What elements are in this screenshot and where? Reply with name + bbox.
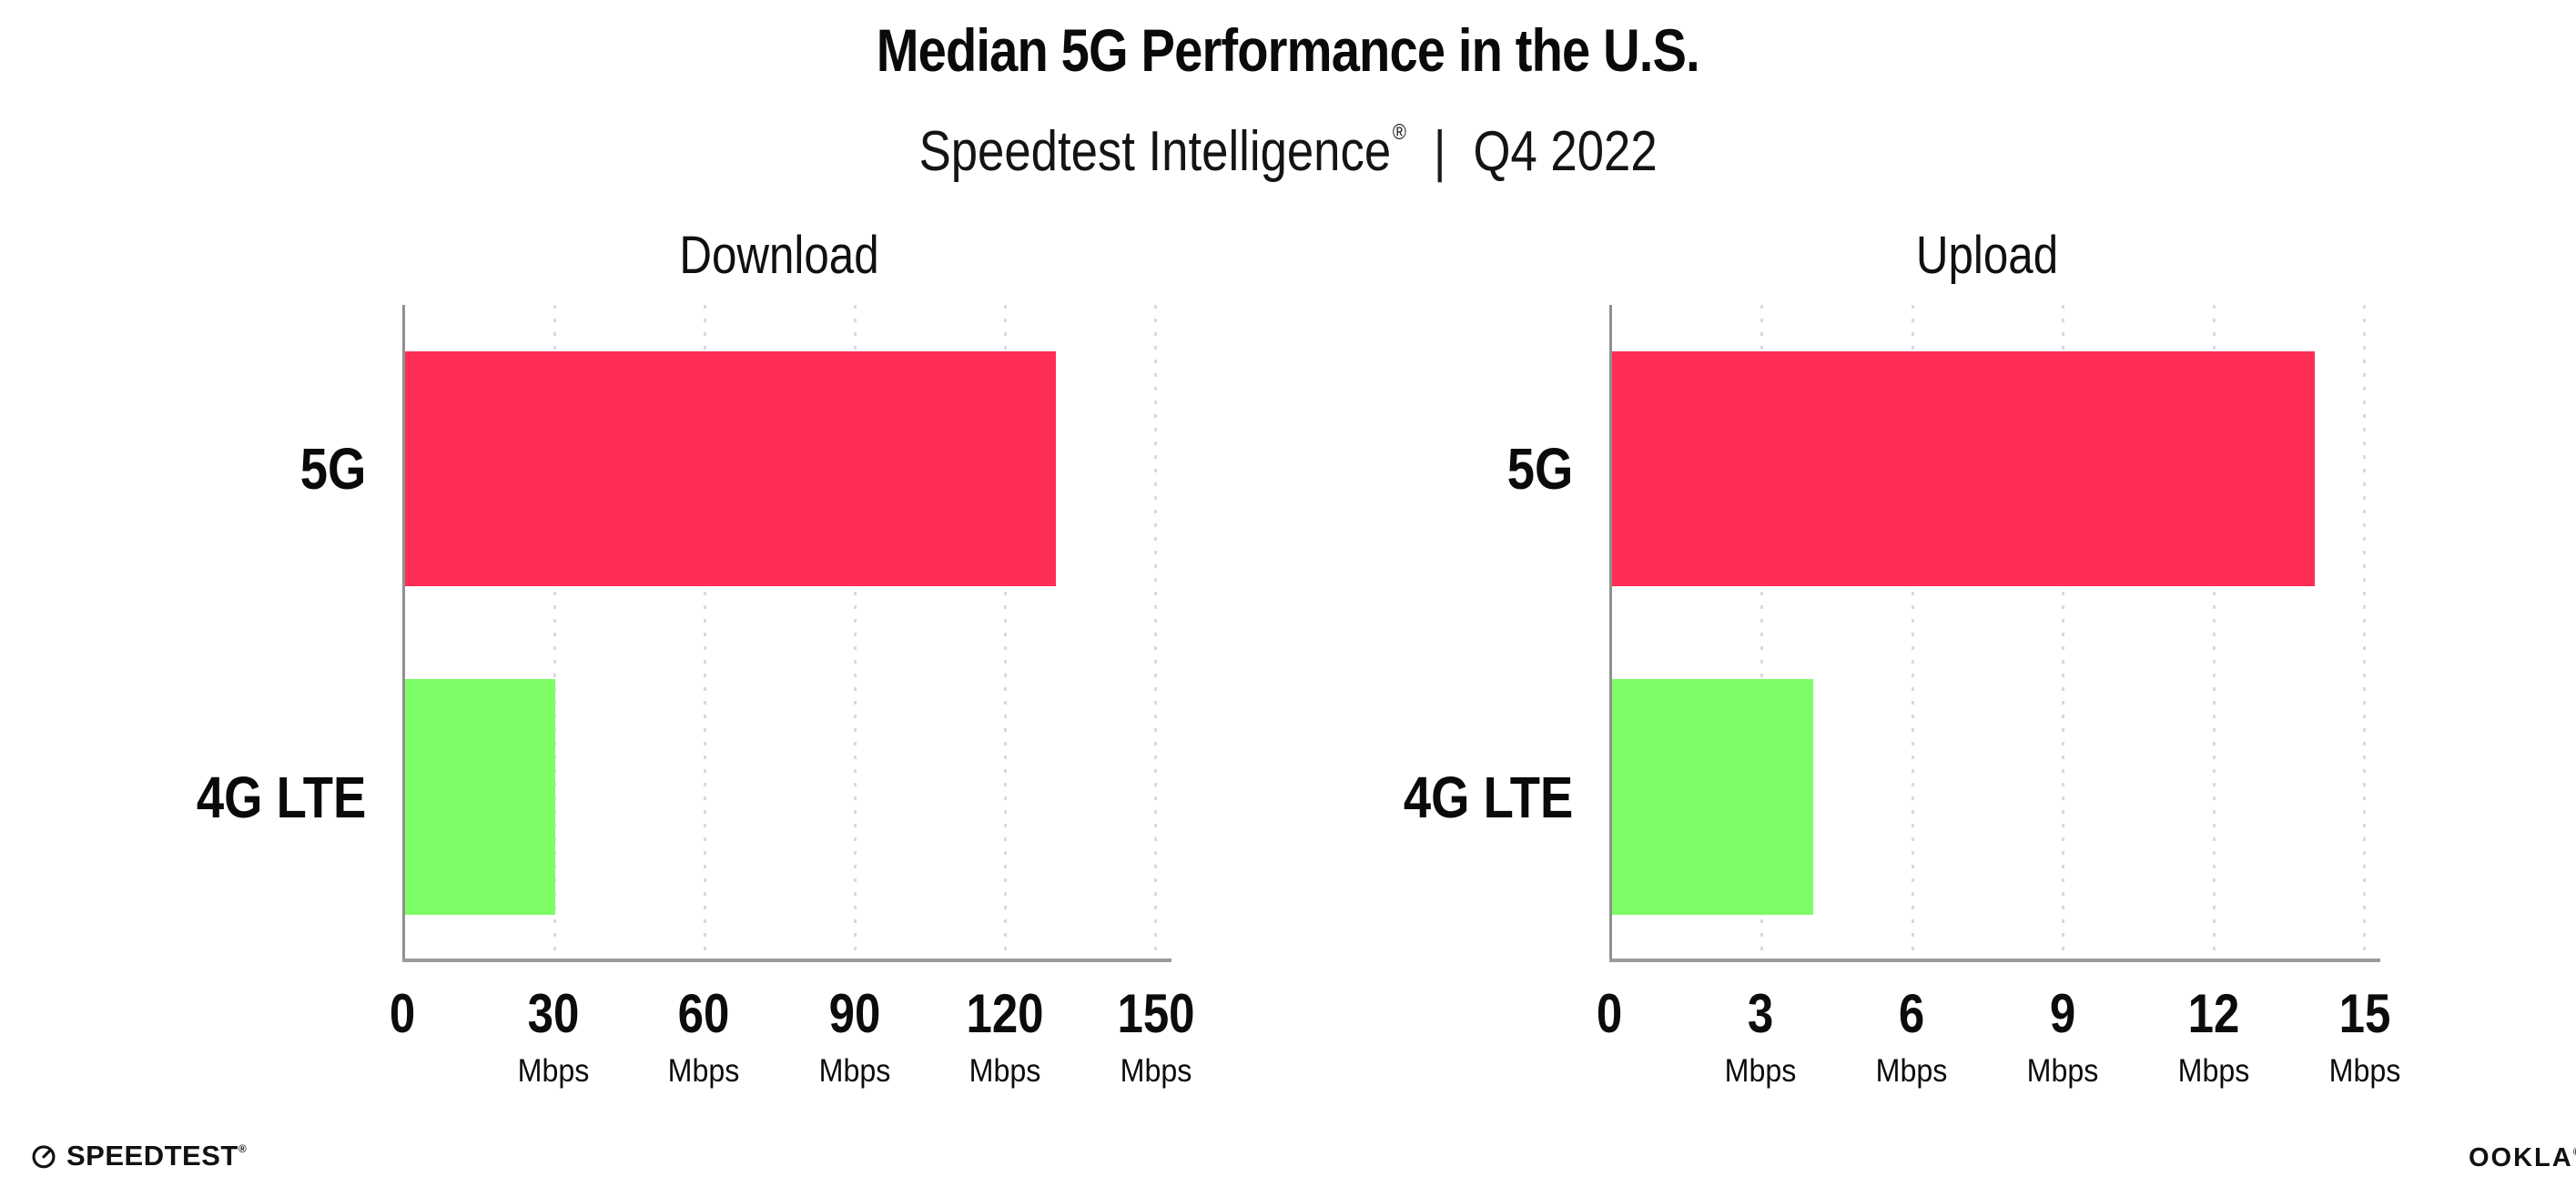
tick-value: 150 xyxy=(1117,983,1195,1044)
download-x-tick-0: 0 xyxy=(387,987,417,1041)
speedtest-logo: SPEEDTEST® xyxy=(31,1140,247,1172)
subtitle-brand: Speedtest Intelligence xyxy=(918,120,1392,183)
tick-unit: Mbps xyxy=(667,1053,740,1089)
gridline-3 xyxy=(1760,305,1764,959)
tick-unit: Mbps xyxy=(969,1053,1041,1089)
tick-value: 9 xyxy=(2049,983,2076,1044)
tick-value: 60 xyxy=(677,983,730,1044)
gridline-150 xyxy=(1154,305,1157,959)
download-x-tick-150: 150 Mbps xyxy=(1111,987,1202,1089)
bar-4g-lte-download xyxy=(405,679,555,915)
registered-trademark-icon: ® xyxy=(2573,1147,2576,1158)
registered-trademark-icon: ® xyxy=(238,1142,248,1155)
tick-unit: Mbps xyxy=(1724,1053,1797,1089)
download-x-tick-120: 120 Mbps xyxy=(959,987,1050,1089)
tick-value: 120 xyxy=(966,983,1044,1044)
bar-5g-upload xyxy=(1612,351,2315,586)
tick-value: 30 xyxy=(527,983,580,1044)
subtitle-separator: | xyxy=(1433,120,1446,183)
tick-value: 0 xyxy=(1596,983,1623,1044)
upload-chart-title: Upload xyxy=(1915,226,2059,285)
tick-value: 3 xyxy=(1747,983,1774,1044)
download-plot-area xyxy=(402,305,1171,962)
page-title-text: Median 5G Performance in the U.S. xyxy=(876,16,1700,84)
tick-unit: Mbps xyxy=(2177,1053,2250,1089)
upload-x-tick-15: 15 Mbps xyxy=(2326,987,2404,1089)
download-x-tick-30: 30 Mbps xyxy=(514,987,593,1089)
page-subtitle: Speedtest Intelligence® | Q4 2022 xyxy=(0,100,2576,185)
tick-value: 12 xyxy=(2187,983,2240,1044)
upload-x-tick-6: 6 Mbps xyxy=(1872,987,1951,1089)
gridline-30 xyxy=(553,305,556,959)
gridline-90 xyxy=(854,305,857,959)
gridline-60 xyxy=(704,305,706,959)
tick-unit: Mbps xyxy=(2026,1053,2099,1089)
download-category-label-4g-lte: 4G LTE xyxy=(196,765,366,830)
tick-unit: Mbps xyxy=(818,1053,891,1089)
upload-category-label-5g: 5G xyxy=(1506,436,1573,502)
download-x-tick-90: 90 Mbps xyxy=(816,987,894,1089)
download-category-label-5g: 5G xyxy=(299,436,366,502)
bar-5g-download xyxy=(405,351,1056,586)
upload-category-label-4g-lte: 4G LTE xyxy=(1403,765,1573,830)
registered-trademark-icon: ® xyxy=(1392,120,1406,145)
upload-plot-area xyxy=(1609,305,2380,962)
page-title: Median 5G Performance in the U.S. xyxy=(0,18,2576,82)
tick-unit: Mbps xyxy=(1875,1053,1948,1089)
download-chart-title: Download xyxy=(679,226,879,285)
upload-x-tick-0: 0 xyxy=(1594,987,1624,1041)
tick-value: 90 xyxy=(828,983,881,1044)
speedtest-wordmark: SPEEDTEST® xyxy=(66,1140,248,1172)
gridline-120 xyxy=(1004,305,1007,959)
upload-x-tick-3: 3 Mbps xyxy=(1721,987,1800,1089)
tick-unit: Mbps xyxy=(1120,1053,1192,1089)
tick-value: 15 xyxy=(2338,983,2391,1044)
gridline-12 xyxy=(2212,305,2216,959)
upload-x-tick-9: 9 Mbps xyxy=(2023,987,2102,1089)
speedtest-gauge-icon xyxy=(32,1145,56,1169)
tick-value: 6 xyxy=(1898,983,1925,1044)
download-x-tick-60: 60 Mbps xyxy=(664,987,743,1089)
gridline-15 xyxy=(2363,305,2366,959)
upload-x-tick-12: 12 Mbps xyxy=(2175,987,2253,1089)
bar-4g-lte-upload xyxy=(1612,679,1813,915)
tick-value: 0 xyxy=(389,983,416,1044)
tick-unit: Mbps xyxy=(517,1053,590,1089)
gridline-6 xyxy=(1911,305,1914,959)
gridline-9 xyxy=(2062,305,2065,959)
tick-unit: Mbps xyxy=(2328,1053,2401,1089)
ookla-wordmark: OOKLA® xyxy=(2469,1143,2576,1173)
subtitle-period: Q4 2022 xyxy=(1473,120,1658,183)
